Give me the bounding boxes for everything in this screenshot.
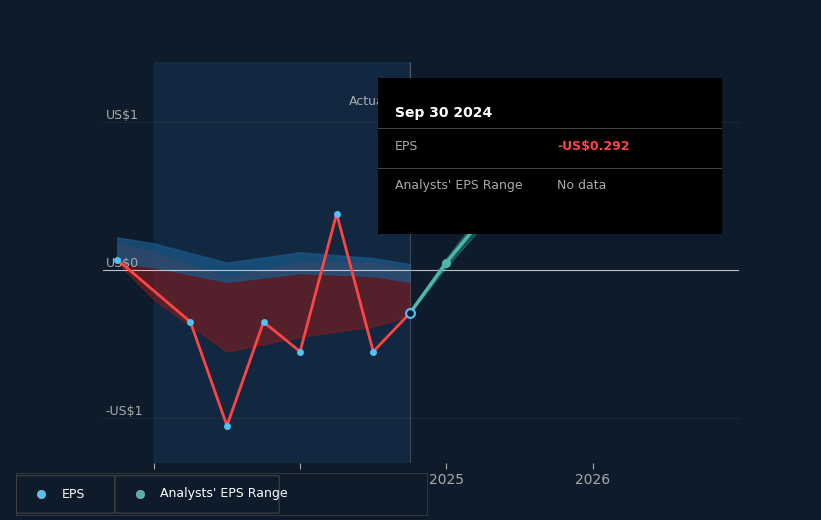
Text: Analysts' EPS Range: Analysts' EPS Range [160,488,287,500]
FancyBboxPatch shape [16,476,115,513]
Point [708,100,721,108]
Text: Actual: Actual [349,95,388,108]
Bar [154,62,410,463]
Point [111,255,124,264]
Text: -US$0.292: -US$0.292 [557,140,630,153]
Point [257,318,270,326]
Text: US$1: US$1 [106,109,139,122]
Point [403,309,416,318]
Point [367,347,380,356]
Text: EPS: EPS [62,488,85,500]
Point [294,347,307,356]
FancyBboxPatch shape [115,476,279,513]
Text: Analysts Forecasts: Analysts Forecasts [424,95,541,108]
Text: Sep 30 2024: Sep 30 2024 [395,106,492,120]
Text: EPS: EPS [395,140,418,153]
Text: -US$1: -US$1 [106,405,144,418]
Point [330,210,343,218]
Point [220,422,233,430]
Text: US$0: US$0 [106,257,139,270]
Text: No data: No data [557,179,607,192]
Text: Analysts' EPS Range: Analysts' EPS Range [395,179,522,192]
Point [184,318,197,326]
Point [440,258,453,267]
Point [586,140,599,148]
